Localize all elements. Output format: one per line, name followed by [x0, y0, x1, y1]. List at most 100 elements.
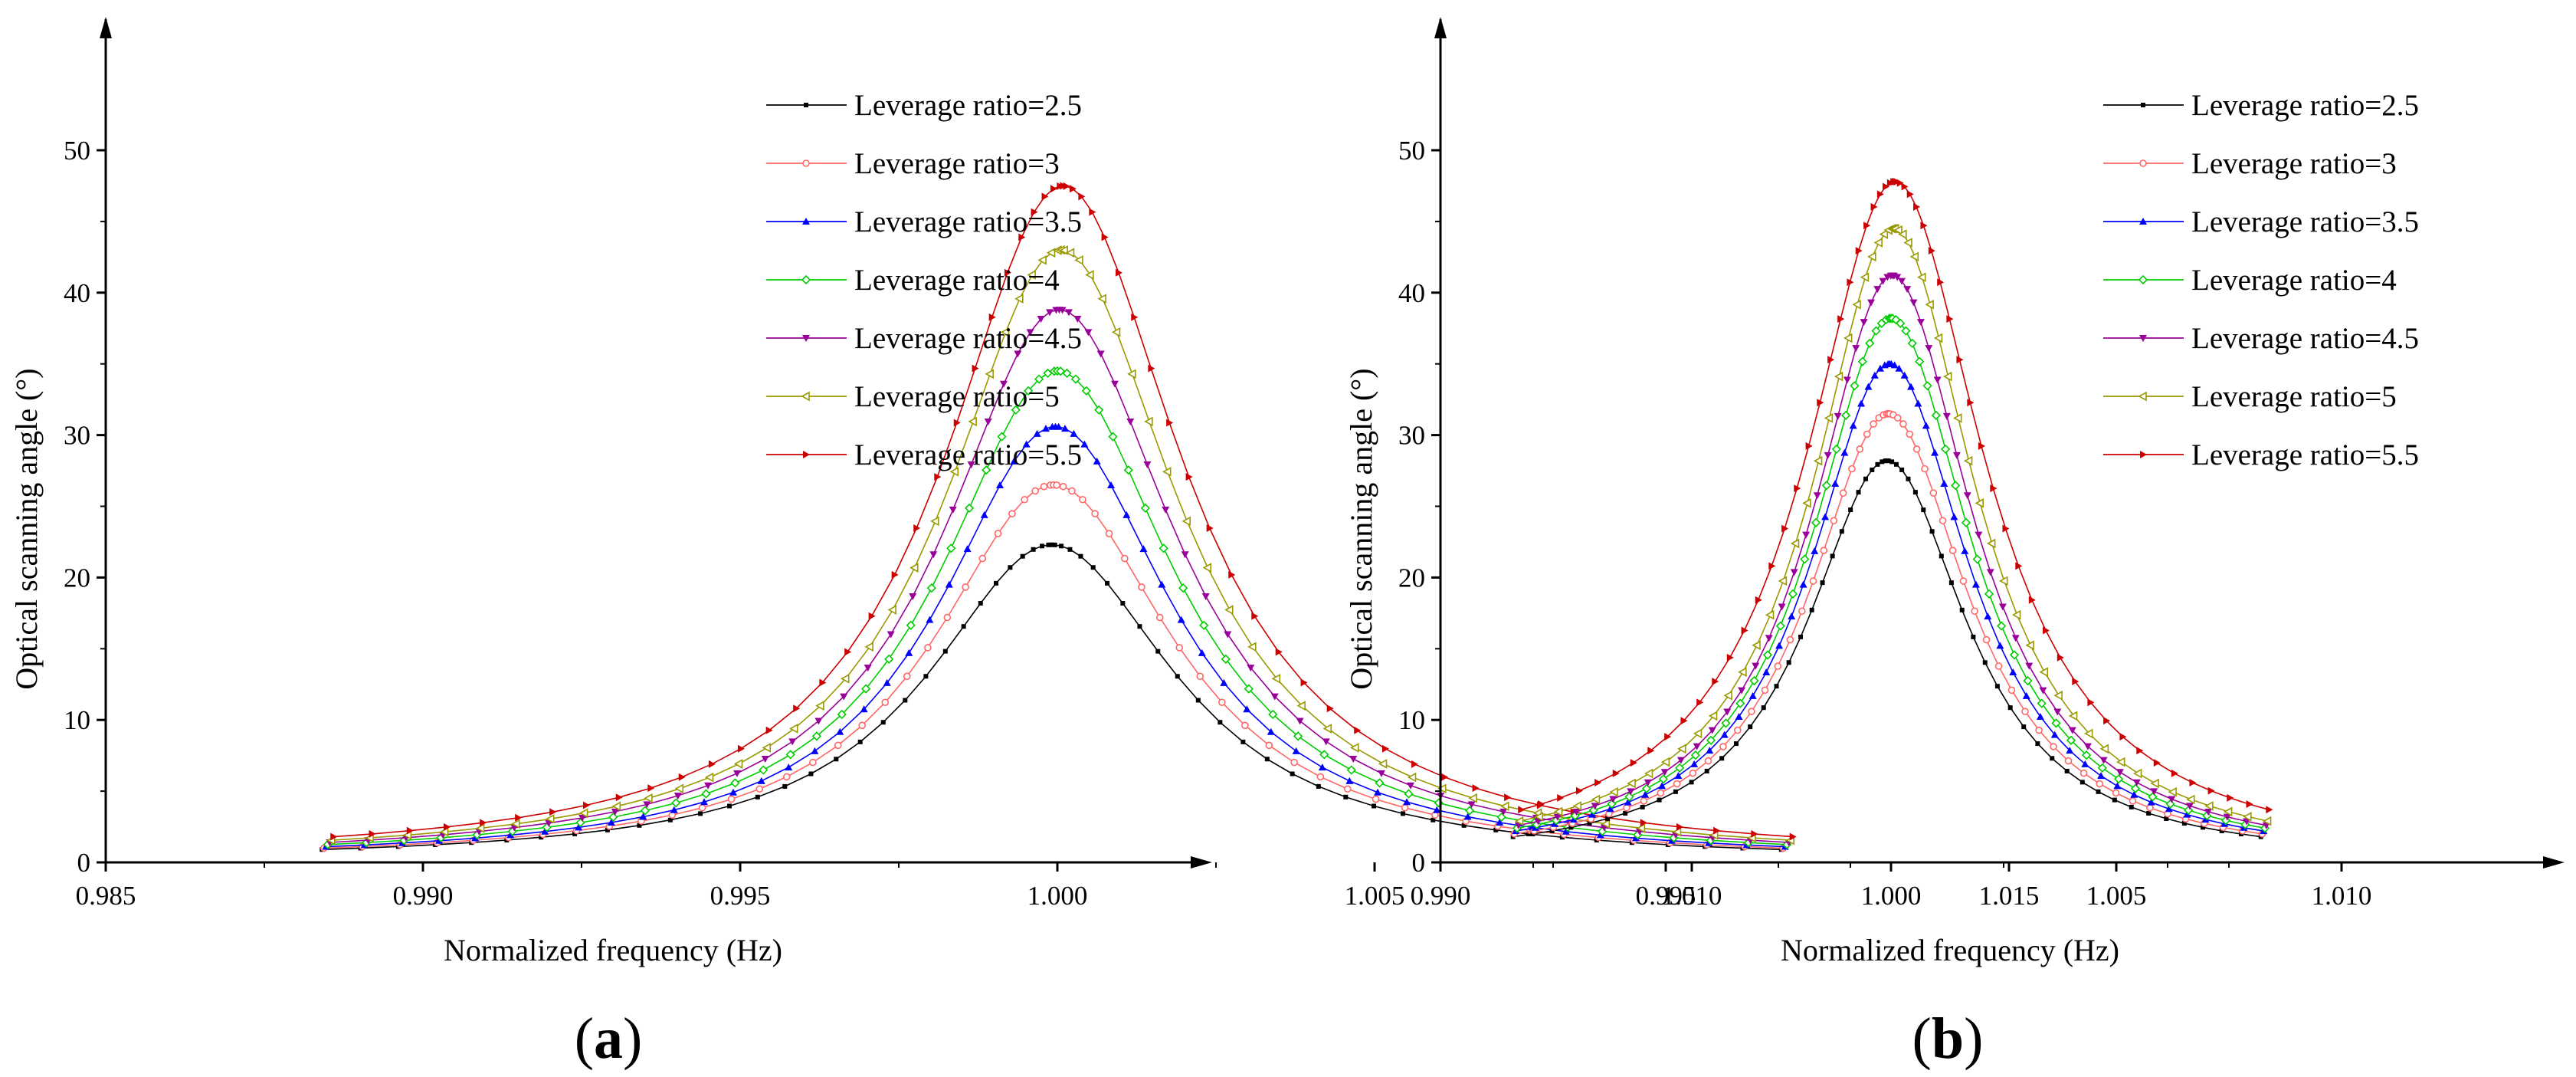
x-tick-label: 0.995 — [1636, 881, 1696, 911]
data-point — [1863, 430, 1871, 438]
data-point — [2081, 760, 2089, 767]
data-point — [1723, 690, 1732, 701]
data-point — [545, 819, 553, 827]
data-point — [611, 808, 619, 816]
data-point — [2130, 783, 2141, 793]
data-point — [1788, 589, 1798, 599]
data-point — [2132, 768, 2142, 779]
data-point — [1041, 192, 1049, 201]
data-point — [1899, 420, 1907, 428]
data-point — [1224, 605, 1234, 615]
data-point — [1907, 338, 1917, 349]
data-point — [2129, 804, 2134, 809]
data-point — [2068, 711, 2078, 721]
data-point — [1837, 315, 1845, 323]
data-point — [2072, 678, 2079, 686]
data-point — [1407, 772, 1417, 783]
y-tick-label: 30 — [1398, 421, 1425, 451]
data-point — [1431, 817, 1436, 823]
data-point — [607, 819, 615, 826]
data-point — [1984, 612, 1992, 620]
data-point — [864, 642, 873, 652]
legend-label: Leverage ratio=2.5 — [854, 89, 1082, 122]
data-point — [1723, 708, 1732, 716]
data-point — [1733, 726, 1742, 734]
data-point — [2132, 779, 2141, 786]
legend-label: Leverage ratio=4.5 — [2191, 322, 2419, 355]
data-point — [1097, 294, 1106, 304]
data-point — [1658, 782, 1667, 790]
data-point — [1813, 492, 1821, 500]
data-point — [2011, 609, 2021, 620]
data-point — [549, 808, 557, 816]
data-point — [1021, 495, 1028, 504]
data-point — [1856, 490, 1861, 495]
data-point — [1720, 731, 1729, 738]
data-point — [1268, 709, 1278, 720]
data-point — [1843, 376, 1851, 384]
data-point — [2266, 806, 2273, 814]
y-tick-label: 10 — [64, 705, 90, 735]
data-point — [1034, 374, 1044, 384]
data-point — [1641, 790, 1650, 798]
data-point — [1063, 182, 1070, 190]
data-point — [575, 823, 583, 831]
data-point — [1031, 487, 1039, 495]
data-point — [1876, 190, 1884, 199]
series-line — [1512, 460, 2261, 838]
x-tick-label: 1.000 — [1027, 881, 1088, 911]
data-point — [1033, 429, 1041, 437]
data-point — [1264, 757, 1270, 762]
data-point — [1986, 538, 1996, 549]
data-point — [732, 770, 741, 777]
data-point — [1078, 192, 1086, 201]
data-point — [1798, 607, 1806, 616]
data-point — [2146, 810, 2152, 816]
data-point — [2039, 667, 2049, 678]
data-point — [506, 831, 515, 839]
data-point — [643, 801, 651, 809]
data-point — [1023, 386, 1034, 396]
data-point — [1612, 769, 1620, 777]
data-point — [1873, 238, 1883, 248]
data-point — [1922, 381, 1932, 391]
data-point — [1748, 708, 1755, 715]
data-point — [2035, 726, 2043, 734]
x-tick-label: 0.985 — [76, 881, 136, 911]
data-point — [1572, 808, 1581, 816]
series-5 — [1514, 272, 2270, 829]
data-point — [2053, 690, 2063, 701]
data-point — [542, 823, 552, 832]
data-point — [1068, 487, 1076, 495]
chart-panel-b: 0 10 20 30 40 50 0.990 0.995 1.000 1.005 1.010 Le… — [1344, 17, 2565, 1071]
data-point — [1404, 789, 1414, 799]
data-point — [1198, 648, 1206, 656]
data-point — [611, 801, 621, 812]
data-point — [1827, 356, 1835, 364]
legend-label: Leverage ratio=5 — [854, 380, 1060, 413]
data-point — [2130, 790, 2138, 798]
data-point — [2042, 626, 2050, 635]
data-point — [1296, 717, 1304, 725]
data-point — [1318, 763, 1326, 771]
data-point — [1901, 182, 1909, 191]
data-point — [1026, 329, 1034, 337]
data-point — [1031, 208, 1038, 216]
data-point — [1240, 739, 1246, 744]
data-point — [1690, 760, 1699, 767]
data-point — [815, 701, 824, 711]
data-point — [1504, 793, 1512, 802]
data-point — [1251, 612, 1259, 620]
data-point — [1070, 429, 1078, 437]
series-line — [1514, 412, 2263, 835]
data-point — [1201, 593, 1210, 600]
legend-marker — [2140, 451, 2147, 458]
data-point — [1218, 698, 1226, 707]
data-point — [1241, 721, 1249, 730]
data-point — [2223, 806, 2233, 817]
data-point — [903, 672, 911, 681]
data-point — [1472, 784, 1480, 793]
data-point — [1078, 553, 1083, 559]
data-point — [1105, 530, 1113, 537]
data-point — [1674, 772, 1683, 780]
